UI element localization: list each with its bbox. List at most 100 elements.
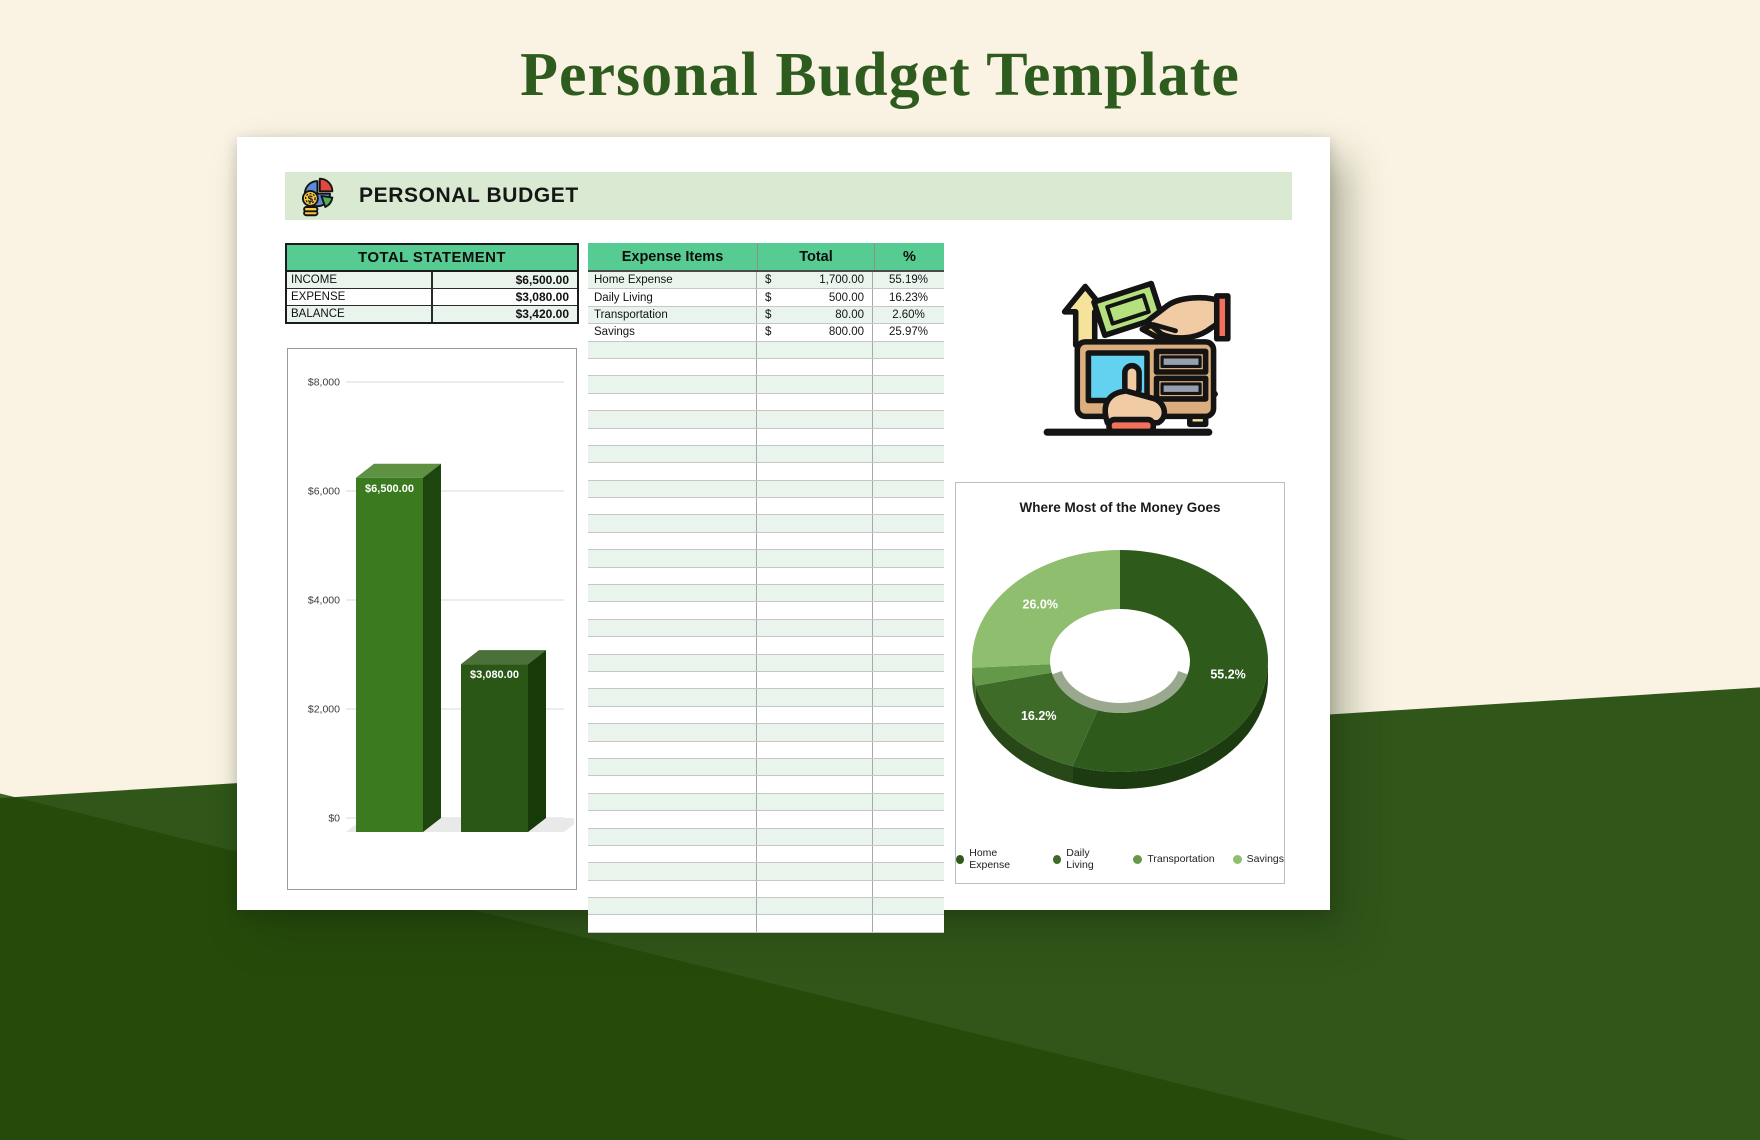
expense-percent-cell[interactable] <box>873 376 944 392</box>
expense-item-cell[interactable] <box>588 706 757 724</box>
expense-percent-cell[interactable] <box>873 481 944 497</box>
expense-item-cell[interactable] <box>588 567 757 585</box>
expense-item-cell[interactable] <box>588 811 757 828</box>
expense-percent-cell[interactable] <box>873 620 944 636</box>
expense-item-cell[interactable] <box>588 776 757 793</box>
expense-item-cell[interactable] <box>588 480 757 498</box>
expense-percent-cell[interactable] <box>873 411 944 427</box>
expense-total-cell[interactable] <box>757 376 873 393</box>
expense-total-cell[interactable] <box>757 445 873 463</box>
expense-total-cell[interactable] <box>757 793 873 811</box>
expense-item-cell[interactable] <box>588 341 757 358</box>
expense-item-cell[interactable] <box>588 724 757 741</box>
expense-item-cell[interactable] <box>588 550 757 567</box>
expense-percent-cell[interactable] <box>873 568 944 584</box>
expense-item-cell[interactable] <box>588 463 757 480</box>
expense-item-cell[interactable] <box>588 671 757 689</box>
expense-item-cell[interactable] <box>588 515 757 532</box>
expense-total-cell[interactable] <box>757 828 873 845</box>
expense-item-cell[interactable] <box>588 758 757 776</box>
expense-item-cell[interactable] <box>588 393 757 411</box>
expense-percent-cell[interactable] <box>873 515 944 531</box>
expense-percent-cell[interactable] <box>873 707 944 723</box>
header-percent[interactable]: % <box>903 248 916 265</box>
expense-total-cell[interactable] <box>757 463 873 480</box>
expense-total-cell[interactable] <box>757 550 873 567</box>
expense-total-cell[interactable] <box>757 585 873 602</box>
expense-total-cell[interactable] <box>757 689 873 706</box>
expense-item-cell[interactable] <box>588 585 757 602</box>
expense-percent-cell[interactable] <box>873 811 944 827</box>
expense-percent-cell[interactable] <box>873 672 944 688</box>
expense-item-cell[interactable] <box>588 428 757 445</box>
expense-item-cell[interactable] <box>588 863 757 880</box>
expense-item-cell[interactable] <box>588 898 757 915</box>
expense-percent-cell[interactable] <box>873 915 944 931</box>
expense-percent-cell[interactable] <box>873 359 944 375</box>
expense-item-cell[interactable] <box>588 637 757 654</box>
header-expense-items[interactable]: Expense Items <box>588 243 758 270</box>
expense-item-cell[interactable] <box>588 411 757 428</box>
expense-total-cell[interactable] <box>757 724 873 741</box>
expense-total-cell[interactable] <box>757 898 873 915</box>
expense-percent-cell[interactable]: 2.60% <box>892 308 925 321</box>
expense-percent-cell[interactable]: 25.97% <box>888 326 928 339</box>
expense-percent-cell[interactable] <box>873 689 944 705</box>
expense-percent-cell[interactable] <box>873 742 944 758</box>
expense-total-cell[interactable]: $1,700.00 <box>757 272 873 289</box>
expense-total-cell[interactable] <box>757 515 873 532</box>
expense-total-cell[interactable] <box>757 341 873 358</box>
expense-percent-cell[interactable]: 16.23% <box>888 291 928 304</box>
expense-item-cell[interactable] <box>588 358 757 376</box>
expense-percent-cell[interactable] <box>873 446 944 462</box>
expense-percent-cell[interactable] <box>873 637 944 653</box>
expense-item-cell[interactable] <box>588 915 757 932</box>
expense-total-cell[interactable] <box>757 411 873 428</box>
expense-percent-cell[interactable] <box>873 342 944 358</box>
statement-value[interactable]: $6,500.00 <box>515 273 569 287</box>
expense-percent-cell[interactable] <box>873 655 944 671</box>
expense-total-cell[interactable]: $80.00 <box>757 306 873 324</box>
expense-total-cell[interactable] <box>757 567 873 585</box>
expense-percent-cell[interactable] <box>873 724 944 740</box>
expense-item-cell[interactable]: Savings <box>588 324 757 341</box>
expense-total-cell[interactable] <box>757 498 873 515</box>
expense-item-cell[interactable]: Transportation <box>588 306 757 324</box>
expense-total-cell[interactable] <box>757 671 873 689</box>
expense-item-cell[interactable] <box>588 845 757 863</box>
expense-percent-cell[interactable] <box>873 776 944 792</box>
statement-value[interactable]: $3,080.00 <box>515 290 569 304</box>
expense-total-cell[interactable] <box>757 637 873 654</box>
statement-label[interactable]: EXPENSE <box>287 289 433 305</box>
expense-item-cell[interactable] <box>588 376 757 393</box>
header-total[interactable]: Total <box>758 243 875 270</box>
expense-item-cell[interactable] <box>588 689 757 706</box>
expense-total-cell[interactable] <box>757 393 873 411</box>
expense-total-cell[interactable] <box>757 654 873 671</box>
expense-total-cell[interactable] <box>757 863 873 880</box>
expense-percent-cell[interactable] <box>873 533 944 549</box>
expense-item-cell[interactable] <box>588 654 757 671</box>
expense-item-cell[interactable] <box>588 498 757 515</box>
statement-label[interactable]: BALANCE <box>287 306 433 322</box>
expense-percent-cell[interactable] <box>873 898 944 914</box>
statement-value[interactable]: $3,420.00 <box>515 307 569 321</box>
expense-total-cell[interactable] <box>757 758 873 776</box>
expense-item-cell[interactable] <box>588 445 757 463</box>
expense-total-cell[interactable] <box>757 845 873 863</box>
expense-total-cell[interactable] <box>757 880 873 898</box>
expense-item-cell[interactable]: Daily Living <box>588 289 757 306</box>
expense-percent-cell[interactable] <box>873 429 944 445</box>
expense-item-cell[interactable] <box>588 741 757 758</box>
expense-total-cell[interactable] <box>757 532 873 550</box>
expense-percent-cell[interactable] <box>873 463 944 479</box>
expense-total-cell[interactable] <box>757 776 873 793</box>
expense-item-cell[interactable] <box>588 880 757 898</box>
expense-total-cell[interactable] <box>757 480 873 498</box>
total-statement-header[interactable]: TOTAL STATEMENT <box>287 245 577 272</box>
expense-percent-cell[interactable] <box>873 794 944 810</box>
expense-percent-cell[interactable] <box>873 829 944 845</box>
expense-percent-cell[interactable] <box>873 585 944 601</box>
expense-total-cell[interactable] <box>757 619 873 637</box>
expense-item-cell[interactable] <box>588 532 757 550</box>
